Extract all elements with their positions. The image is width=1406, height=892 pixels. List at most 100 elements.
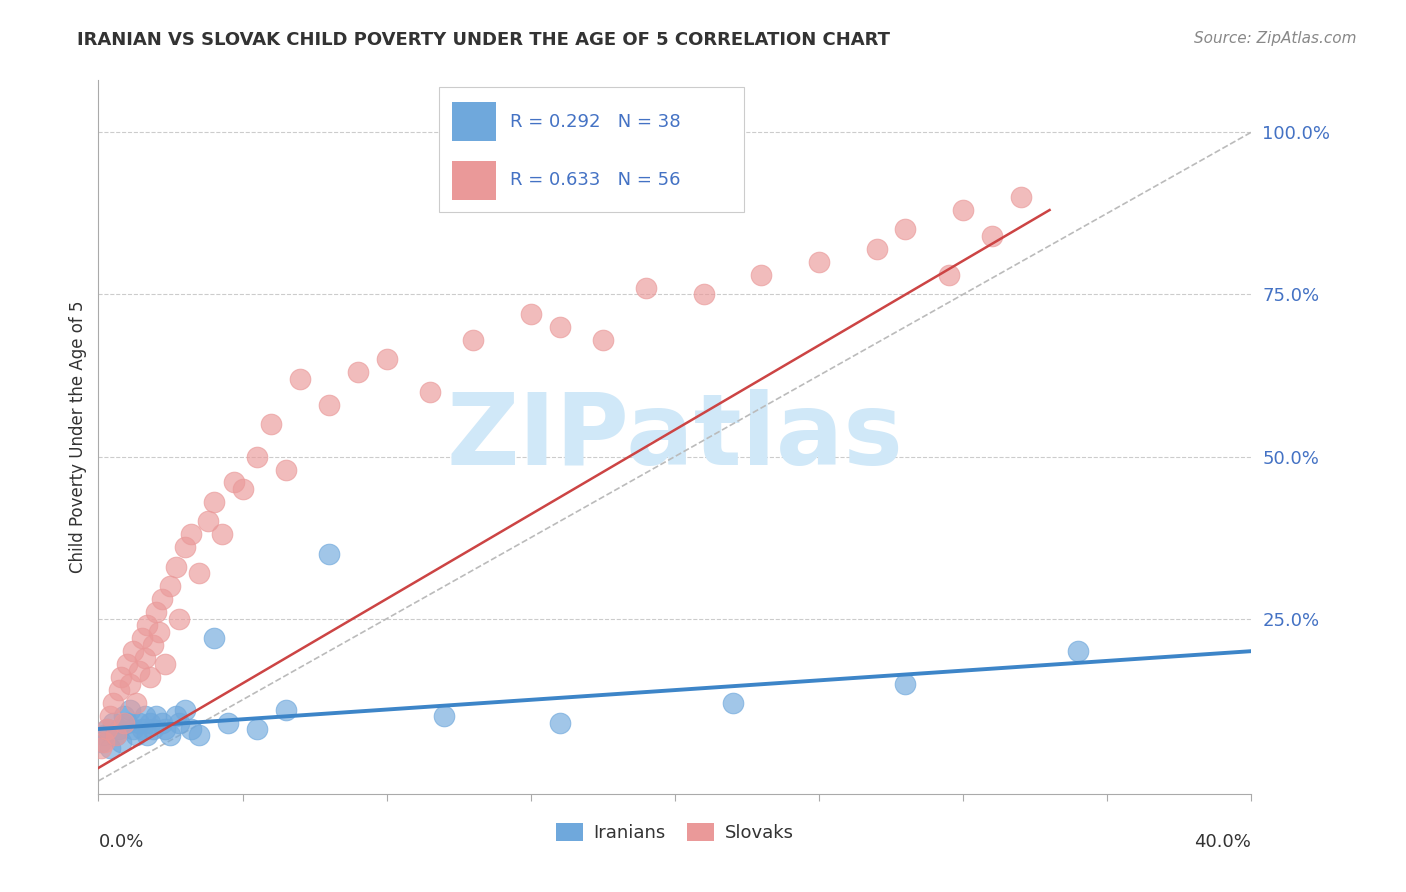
Point — [433, 709, 456, 723]
Point — [721, 696, 744, 710]
Point — [153, 722, 176, 736]
Point — [104, 729, 127, 743]
Point — [1067, 644, 1090, 658]
Point — [197, 515, 219, 529]
Point — [260, 417, 283, 431]
Point — [419, 384, 441, 399]
Point — [167, 715, 190, 730]
Point — [90, 741, 112, 756]
Point — [159, 579, 181, 593]
Point — [101, 715, 124, 730]
Point — [120, 702, 142, 716]
FancyBboxPatch shape — [453, 102, 496, 141]
Point — [136, 729, 159, 743]
Point — [180, 722, 202, 736]
Point — [98, 741, 121, 756]
Point — [150, 592, 173, 607]
Point — [93, 729, 115, 743]
Point — [112, 709, 135, 723]
Y-axis label: Child Poverty Under the Age of 5: Child Poverty Under the Age of 5 — [69, 301, 87, 574]
Point — [246, 450, 269, 464]
Point — [128, 664, 150, 678]
Point — [290, 372, 312, 386]
Point — [866, 242, 889, 256]
Point — [139, 670, 162, 684]
Point — [101, 696, 124, 710]
Point — [1010, 190, 1032, 204]
Point — [202, 631, 225, 645]
Point — [150, 715, 173, 730]
Point — [112, 715, 135, 730]
Point — [148, 624, 170, 639]
Point — [104, 729, 127, 743]
Point — [375, 352, 398, 367]
Point — [136, 618, 159, 632]
Point — [592, 333, 614, 347]
Point — [98, 709, 121, 723]
Point — [174, 702, 197, 716]
Text: Source: ZipAtlas.com: Source: ZipAtlas.com — [1194, 31, 1357, 46]
Point — [894, 676, 917, 690]
Point — [217, 715, 239, 730]
Point — [202, 495, 225, 509]
Point — [128, 715, 150, 730]
Legend: Iranians, Slovaks: Iranians, Slovaks — [548, 815, 801, 849]
FancyBboxPatch shape — [439, 87, 744, 212]
Point — [96, 722, 118, 736]
Point — [693, 287, 716, 301]
Point — [107, 683, 129, 698]
Point — [93, 735, 115, 749]
Point — [808, 255, 831, 269]
Point — [107, 722, 129, 736]
Text: R = 0.633   N = 56: R = 0.633 N = 56 — [510, 171, 681, 189]
Point — [131, 722, 153, 736]
Point — [180, 527, 202, 541]
Point — [142, 638, 165, 652]
Point — [96, 722, 118, 736]
Point — [110, 670, 132, 684]
Point — [318, 398, 340, 412]
Point — [231, 482, 254, 496]
Point — [952, 202, 974, 217]
Point — [246, 722, 269, 736]
Point — [894, 222, 917, 236]
Point — [274, 462, 297, 476]
Point — [90, 735, 112, 749]
Point — [981, 229, 1004, 244]
Text: ZIPatlas: ZIPatlas — [447, 389, 903, 485]
Point — [461, 333, 484, 347]
Point — [142, 722, 165, 736]
Point — [165, 559, 187, 574]
Point — [548, 319, 571, 334]
Text: 0.0%: 0.0% — [98, 833, 143, 851]
Point — [134, 709, 156, 723]
Point — [222, 475, 245, 490]
Point — [117, 657, 139, 672]
Point — [211, 527, 233, 541]
Point — [167, 612, 190, 626]
Point — [125, 696, 148, 710]
Point — [174, 541, 197, 555]
Point — [188, 566, 211, 581]
Text: R = 0.292   N = 38: R = 0.292 N = 38 — [510, 112, 681, 130]
Point — [636, 281, 658, 295]
Point — [188, 729, 211, 743]
Point — [125, 729, 148, 743]
Text: IRANIAN VS SLOVAK CHILD POVERTY UNDER THE AGE OF 5 CORRELATION CHART: IRANIAN VS SLOVAK CHILD POVERTY UNDER TH… — [77, 31, 890, 49]
Point — [153, 657, 176, 672]
Point — [122, 722, 145, 736]
Text: 40.0%: 40.0% — [1195, 833, 1251, 851]
Point — [520, 307, 543, 321]
Point — [159, 729, 181, 743]
Point — [274, 702, 297, 716]
Point — [318, 547, 340, 561]
Point — [165, 709, 187, 723]
Point — [110, 735, 132, 749]
Point — [139, 715, 162, 730]
Point — [145, 709, 167, 723]
Point — [548, 715, 571, 730]
Point — [346, 365, 368, 379]
Point — [145, 605, 167, 619]
Point — [122, 644, 145, 658]
Point — [938, 268, 960, 282]
